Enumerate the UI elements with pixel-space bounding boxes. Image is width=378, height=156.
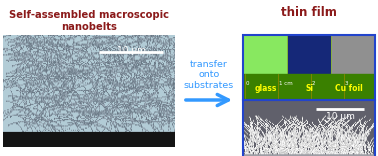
Text: nanobelts: nanobelts: [61, 22, 117, 32]
Text: 10 μm: 10 μm: [325, 112, 355, 121]
Text: 10 μm: 10 μm: [117, 46, 146, 55]
Bar: [288, 35, 330, 74]
Text: 3: 3: [345, 81, 349, 86]
Text: Self-assembled macroscopic: Self-assembled macroscopic: [9, 10, 169, 20]
Text: thin film: thin film: [281, 6, 337, 19]
Text: Cu foil: Cu foil: [335, 84, 363, 93]
Text: glass: glass: [254, 84, 277, 93]
Text: Si: Si: [305, 84, 313, 93]
Text: 0: 0: [246, 81, 249, 86]
Text: transfer
onto
substrates: transfer onto substrates: [184, 60, 234, 90]
Bar: [243, 74, 375, 100]
Text: 2: 2: [312, 81, 316, 86]
Bar: [244, 35, 286, 74]
Text: 1 cm: 1 cm: [279, 81, 293, 86]
Bar: [332, 35, 374, 74]
